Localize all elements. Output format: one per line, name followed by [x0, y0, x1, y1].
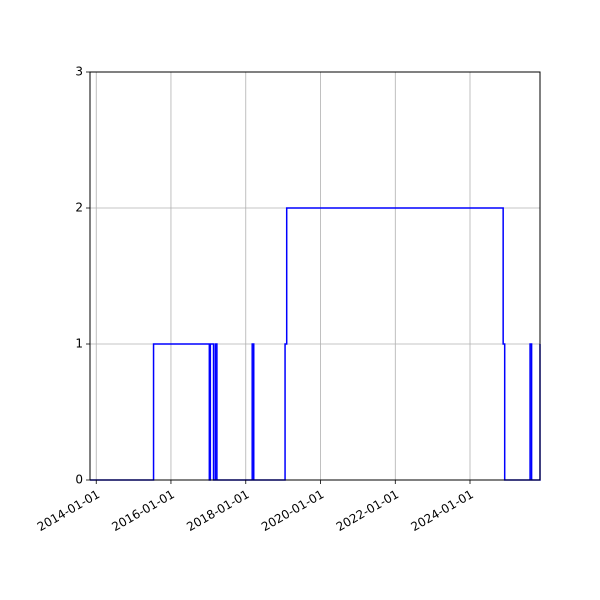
- plot-frame: [89, 71, 541, 481]
- y-tick-label: 3: [75, 65, 83, 79]
- y-tick-label: 0: [75, 473, 83, 487]
- y-tick-label: 1: [75, 337, 83, 351]
- y-tick-label: 2: [75, 201, 83, 215]
- y-axis: 0 1 2 3: [75, 65, 90, 487]
